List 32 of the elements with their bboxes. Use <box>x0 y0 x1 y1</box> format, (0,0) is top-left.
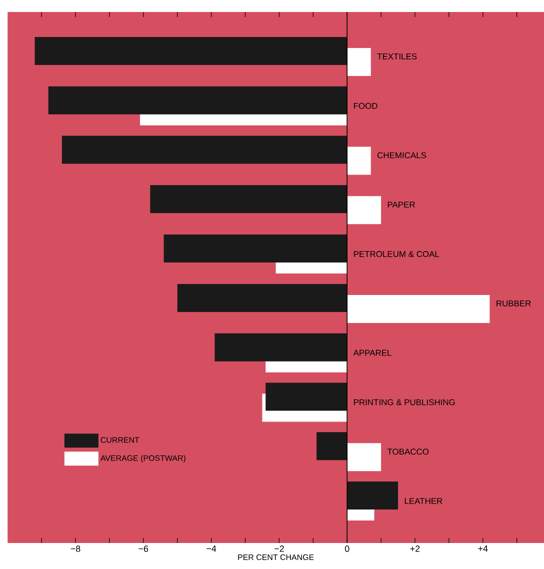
bar <box>316 432 348 460</box>
bar <box>164 234 348 263</box>
bar <box>347 196 382 224</box>
y-tick-label: APPAREL <box>353 350 392 356</box>
y-tick-label: LEATHER <box>404 498 442 504</box>
y-tick-label: FOOD <box>354 102 378 109</box>
y-tick-label: RUBBER <box>496 300 531 306</box>
x-tick-label: −4 <box>206 546 216 552</box>
bar <box>347 146 371 175</box>
y-tick-label: PRINTING & PUBLISHING <box>354 399 455 406</box>
bar <box>34 36 348 65</box>
bar <box>347 294 490 323</box>
y-tick-label: TEXTILES <box>377 53 417 60</box>
x-tick-label: −6 <box>138 546 148 552</box>
x-tick-label: +2 <box>410 546 420 552</box>
bar <box>347 48 371 76</box>
y-tick-label: CHEMICALS <box>378 152 426 158</box>
bar <box>177 284 348 312</box>
x-tick-label: 0 <box>344 546 350 552</box>
bar <box>214 333 348 362</box>
bar <box>150 185 348 214</box>
x-tick-label: −2 <box>274 546 284 552</box>
bar <box>347 482 398 510</box>
y-tick-label: PAPER <box>388 202 415 208</box>
y-tick-label: TOBACCO <box>387 448 429 455</box>
bar <box>266 382 348 411</box>
bar <box>48 86 348 114</box>
x-tick-label: +4 <box>478 546 488 552</box>
x-tick-label: −8 <box>70 546 80 552</box>
y-tick-label: PETROLEUM & COAL <box>354 251 440 258</box>
bar <box>347 443 382 472</box>
bar <box>62 136 348 164</box>
